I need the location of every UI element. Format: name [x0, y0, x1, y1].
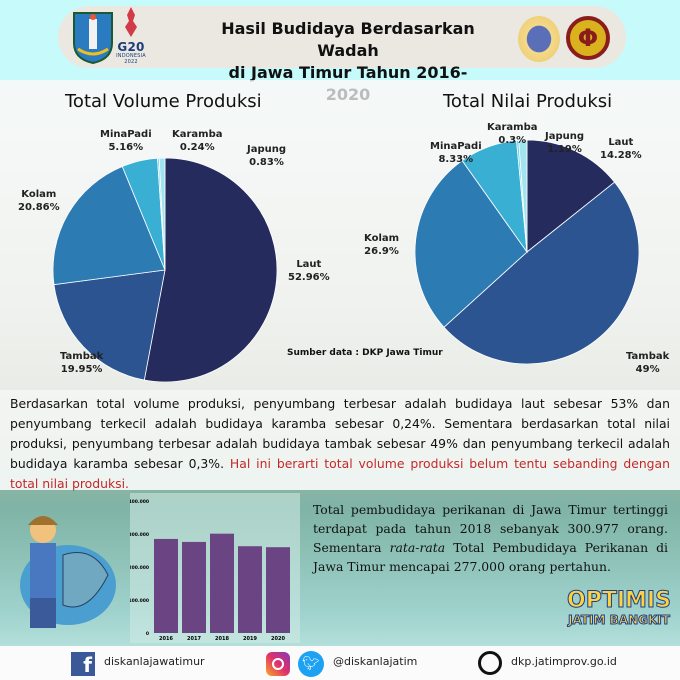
title-line-1: Hasil Budidaya Berdasarkan Wadah	[221, 19, 475, 60]
pie-label-name: Kolam	[364, 233, 400, 244]
pie-slice-kolam	[53, 165, 166, 286]
page-title: Hasil Budidaya Berdasarkan Wadah di Jawa…	[218, 18, 478, 106]
pie-label-value: 14.28%	[600, 150, 642, 161]
bar-2017	[182, 541, 206, 633]
pie-slice-laut	[526, 140, 616, 253]
source-note: Sumber data : DKP Jawa Timur	[287, 348, 443, 358]
website-link[interactable]: dkp.jatimprov.go.id	[511, 655, 617, 668]
header-banner: G20 INDONESIA 2022 Hasil Budidaya Berdas…	[58, 6, 626, 104]
pie-label-value: 0.24%	[179, 142, 215, 153]
slogan-line-2: JATIM BANGKIT	[568, 613, 671, 628]
jatim-emblem-logo	[73, 12, 113, 65]
phi-emblem-logo: Φ	[566, 16, 610, 60]
facebook-handle[interactable]: diskanlajawatimur	[104, 655, 205, 668]
pie-label-name: MinaPadi	[430, 141, 482, 152]
pie-chart-value	[415, 140, 639, 364]
x-tick-label: 2017	[187, 636, 201, 642]
pie-label-tambak: Tambak 19.95%	[60, 350, 103, 376]
pie-label-tambak: Tambak 49%	[626, 350, 669, 376]
y-tick-label: 200.000	[130, 565, 149, 571]
pie-label-karamba: Karamba 0.24%	[172, 128, 223, 154]
globe-icon[interactable]	[478, 651, 502, 675]
g20-logo-text: G20 INDONESIA 2022	[116, 40, 146, 65]
bar-2016	[154, 538, 178, 633]
pie-label-value: 0.3%	[498, 135, 527, 146]
pie-label-value: 0.83%	[249, 157, 284, 168]
pie-label-minapadi: MinaPadi 5.16%	[100, 128, 152, 154]
pie-label-name: Tambak	[626, 351, 670, 362]
pie-label-value: 8.33%	[438, 154, 474, 165]
slogan-logo: OPTIMIS JATIM BANGKIT	[560, 588, 678, 628]
bar-chart-panel: 0 100.000 200.000 300.000 400.000 2016 2017 201…	[129, 493, 300, 643]
pie-volume-title: Total Volume Produksi	[65, 91, 262, 112]
summary-text: Berdasarkan total volume produksi, penyu…	[10, 396, 670, 471]
footer: f diskanlajawatimur 🐦︎ @diskanlajatim dk…	[0, 646, 680, 680]
info-text-2: Total Pembudidaya Perikanan di Jawa Timu…	[313, 540, 669, 574]
university-logo	[518, 16, 560, 62]
pie-slice-tambak	[443, 181, 639, 364]
pie-label-name: Karamba	[487, 122, 538, 133]
x-tick-label: 2019	[243, 636, 257, 642]
twitter-icon[interactable]: 🐦︎	[298, 651, 324, 677]
pie-label-name: MinaPadi	[100, 129, 152, 140]
info-paragraph: Total pembudidaya perikanan di Jawa Timu…	[313, 500, 668, 576]
pie-label-name: Japung	[545, 131, 585, 142]
pie-label-value: 19.95%	[60, 364, 103, 375]
pie-value-title: Total Nilai Produksi	[443, 91, 613, 112]
info-italic: rata-rata	[389, 540, 446, 555]
pie-label-name: Laut	[296, 259, 322, 270]
bar-2018	[210, 533, 234, 633]
pie-label-value: 5.16%	[108, 142, 144, 153]
pie-label-japung: Japung 1.19%	[545, 130, 584, 156]
pie-label-laut: Laut 14.28%	[600, 136, 642, 162]
x-tick-label: 2018	[215, 636, 229, 642]
bar-2019	[238, 546, 262, 633]
bar-chart-pembudidaya: 0 100.000 200.000 300.000 400.000 2016 2017 201…	[129, 499, 290, 642]
instagram-icon[interactable]	[266, 652, 290, 676]
pie-label-value: 52.96%	[288, 272, 330, 283]
pie-label-name: Japung	[247, 144, 287, 155]
g20-flame-icon	[125, 7, 137, 37]
pie-label-minapadi: MinaPadi 8.33%	[430, 140, 482, 166]
pie-label-kolam: Kolam 20.86%	[18, 188, 60, 214]
pie-label-value: 1.19%	[547, 144, 582, 155]
summary-highlight: Hal ini berarti total volume produksi be…	[10, 456, 670, 491]
facebook-icon[interactable]: f	[71, 652, 95, 677]
bar-2020	[266, 547, 290, 633]
fisherman-illustration	[20, 516, 116, 628]
summary-paragraph: Berdasarkan total volume produksi, penyu…	[0, 390, 680, 491]
slogan-line-1: OPTIMIS	[567, 588, 672, 614]
pie-label-name: Laut	[608, 137, 634, 148]
y-tick-label: 0	[146, 631, 149, 637]
pie-label-value: 26.9%	[364, 246, 399, 257]
y-tick-label: 100.000	[130, 598, 149, 604]
y-tick-label: 300.000	[130, 532, 149, 538]
pie-section: Total Volume Produksi Total Nilai Produk…	[0, 80, 680, 390]
pie-label-name: Tambak	[60, 351, 104, 362]
pie-label-laut: Laut 52.96%	[288, 258, 330, 284]
pie-label-value: 49%	[635, 364, 660, 375]
pie-chart-volume	[53, 158, 277, 382]
social-handle[interactable]: @diskanlajatim	[333, 655, 418, 668]
pie-slice-laut	[143, 158, 277, 382]
pie-label-kolam: Kolam 26.9%	[364, 232, 399, 258]
pie-slice-japung	[518, 140, 528, 253]
info-text-1: Total pembudidaya perikanan di Jawa Timu…	[313, 502, 668, 555]
x-tick-label: 2020	[271, 636, 285, 642]
pie-label-name: Karamba	[172, 129, 223, 140]
pie-label-value: 20.86%	[18, 202, 60, 213]
y-tick-label: 400.000	[130, 499, 149, 505]
x-tick-label: 2016	[159, 636, 173, 642]
g20-logo: G20 INDONESIA 2022	[116, 7, 146, 65]
pie-label-name: Kolam	[21, 189, 57, 200]
pie-label-japung: Japung 0.83%	[247, 143, 286, 169]
pie-slice-kolam	[415, 160, 528, 328]
pie-label-karamba: Karamba 0.3%	[487, 121, 538, 147]
pie-slice-japung	[158, 158, 166, 271]
pie-slice-tambak	[53, 269, 166, 381]
